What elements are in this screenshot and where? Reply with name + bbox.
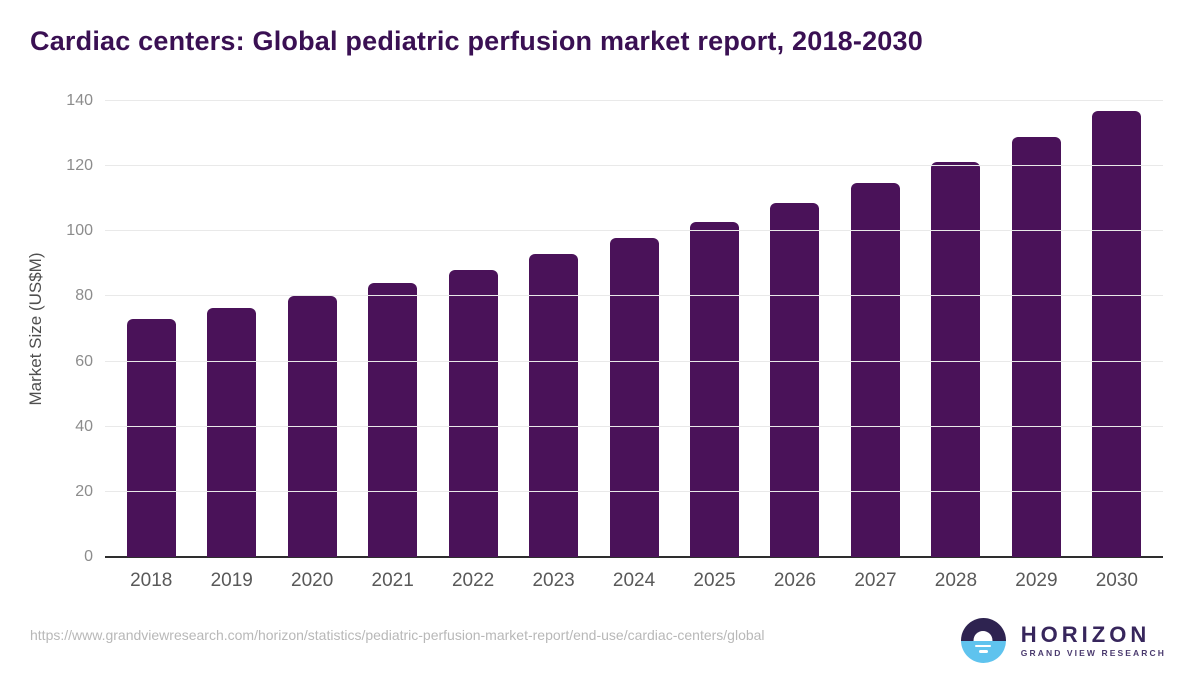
- bar-2028: [931, 161, 981, 557]
- logo-brand-subtext: GRAND VIEW RESEARCH: [1020, 648, 1166, 659]
- bar-2025: [690, 221, 740, 557]
- gridline-60: [105, 360, 1163, 362]
- bars-container: [105, 101, 1163, 557]
- bar-2019: [207, 308, 257, 557]
- logo-reflection-line: [978, 650, 988, 653]
- bar-2024: [609, 238, 659, 557]
- bar-2030: [1092, 111, 1142, 557]
- y-tick-label-40: 40: [75, 417, 93, 435]
- plot-area: 2018 2019 2020 2021 2022 2023 2024 2025 2026 2027…: [66, 92, 1163, 591]
- x-tick-label-2027: 2027: [854, 570, 897, 591]
- logo-brand-name: HORIZON: [1020, 621, 1151, 647]
- x-axis-labels: 2018 2019 2020 2021 2022 2023 2024 2025 2026 2027…: [105, 570, 1163, 592]
- bar-slot-2029: [996, 101, 1076, 557]
- logo-text: HORIZON GRAND VIEW RESEARCH: [1021, 623, 1166, 658]
- x-tick-label-2018: 2018: [130, 570, 173, 591]
- bar-2021: [368, 283, 418, 557]
- y-tick-label-0: 0: [84, 548, 93, 565]
- bar-slot-2019: [191, 101, 271, 557]
- bar-2022: [448, 269, 498, 557]
- bar-2029: [1011, 137, 1061, 557]
- bar-slot-2022: [433, 101, 513, 557]
- bar-slot-2026: [755, 101, 835, 557]
- gridline-80: [105, 295, 1163, 297]
- bar-slot-2024: [594, 101, 674, 557]
- y-tick-label-120: 120: [66, 157, 93, 175]
- x-tick-label-2030: 2030: [1095, 570, 1138, 591]
- bar-2018: [126, 319, 176, 557]
- bar-2026: [770, 202, 820, 557]
- y-tick-label-100: 100: [66, 222, 93, 240]
- bar-slot-2018: [111, 101, 191, 557]
- x-tick-label-2026: 2026: [773, 570, 817, 591]
- source-url: https://www.grandviewresearch.com/horizo…: [30, 627, 765, 643]
- y-tick-label-60: 60: [75, 352, 93, 370]
- gridline-140: [105, 100, 1163, 101]
- bar-slot-2021: [352, 101, 432, 557]
- bar-2020: [287, 296, 337, 557]
- x-tick-label-2023: 2023: [532, 570, 575, 591]
- bar-slot-2020: [272, 101, 352, 557]
- logo-reflection-line: [975, 644, 992, 647]
- bar-slot-2025: [674, 101, 754, 557]
- logo-sea-bottom: [960, 640, 1006, 663]
- bar-2027: [850, 182, 900, 557]
- gridline-20: [105, 490, 1163, 492]
- x-tick-label-2019: 2019: [210, 570, 253, 591]
- x-tick-label-2024: 2024: [612, 570, 656, 591]
- gridline-120: [105, 165, 1163, 167]
- y-axis-title: Market Size (US$M): [26, 252, 45, 406]
- gridline-100: [105, 230, 1163, 232]
- gridline-40: [105, 425, 1163, 427]
- x-tick-label-2029: 2029: [1015, 570, 1058, 591]
- logo-sunset-top: [960, 618, 1006, 650]
- y-tick-label-140: 140: [66, 92, 93, 109]
- x-tick-label-2020: 2020: [291, 570, 334, 591]
- bar-slot-2028: [916, 101, 996, 557]
- page-title: Cardiac centers: Global pediatric perfus…: [30, 26, 923, 56]
- y-tick-label-80: 80: [75, 287, 93, 305]
- x-axis-line: [105, 556, 1163, 558]
- horizon-logo-icon: [960, 618, 1006, 663]
- x-tick-label-2025: 2025: [693, 570, 736, 591]
- bar-2023: [529, 254, 579, 557]
- y-tick-label-20: 20: [75, 482, 93, 500]
- bar-slot-2023: [513, 101, 593, 557]
- horizon-logo: HORIZON GRAND VIEW RESEARCH: [960, 618, 1166, 663]
- x-tick-label-2021: 2021: [371, 570, 414, 591]
- x-tick-label-2028: 2028: [934, 570, 978, 591]
- bar-slot-2030: [1077, 101, 1157, 557]
- x-tick-label-2022: 2022: [451, 570, 495, 591]
- bar-slot-2027: [835, 101, 915, 557]
